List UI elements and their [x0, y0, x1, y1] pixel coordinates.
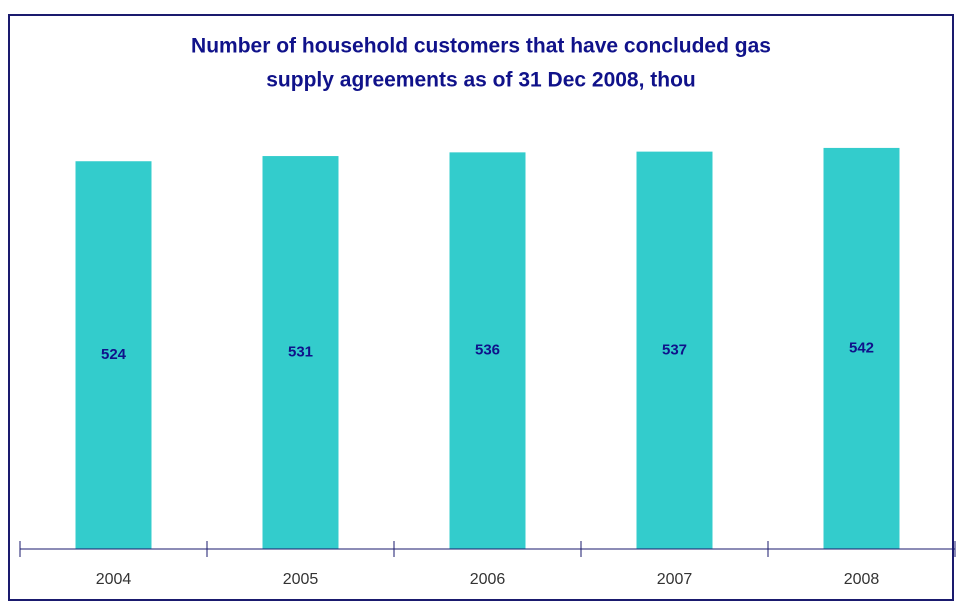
- x-tick-label: 2006: [470, 571, 506, 588]
- x-tick-label: 2008: [844, 571, 880, 588]
- bar: [449, 152, 526, 550]
- value-label: 542: [849, 339, 874, 356]
- value-label: 536: [475, 342, 500, 359]
- bar: [636, 151, 713, 549]
- value-label: 537: [662, 341, 687, 358]
- x-tick-label: 2007: [657, 571, 693, 588]
- chart-title: Number of household customers that have …: [191, 35, 771, 58]
- bar: [823, 147, 900, 550]
- chart-title: supply agreements as of 31 Dec 2008, tho…: [266, 69, 696, 92]
- value-label: 524: [101, 346, 127, 363]
- x-tick-label: 2005: [283, 571, 319, 588]
- x-tick-label: 2004: [96, 571, 132, 588]
- bar: [262, 156, 339, 549]
- bar: [75, 161, 152, 550]
- value-label: 531: [288, 343, 313, 360]
